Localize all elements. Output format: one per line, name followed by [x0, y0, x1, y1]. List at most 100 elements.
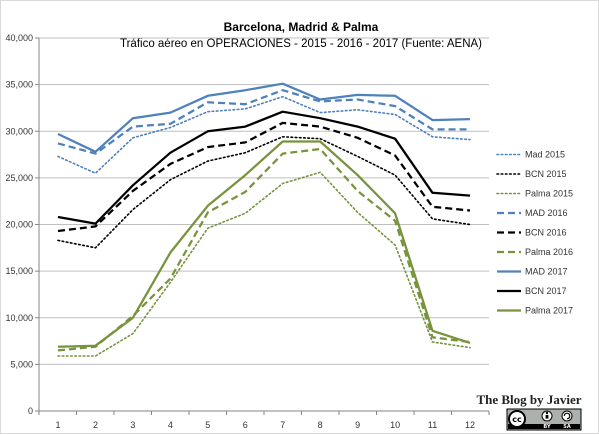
data-point — [393, 154, 396, 157]
data-point — [56, 215, 59, 218]
grid-lines — [39, 37, 489, 365]
data-point — [244, 173, 247, 176]
x-tick-label: 2 — [93, 420, 98, 430]
data-point — [431, 118, 434, 121]
data-point — [393, 113, 396, 116]
data-point — [281, 182, 284, 185]
data-point — [356, 173, 359, 176]
x-tick-label: 1 — [55, 420, 60, 430]
data-point — [244, 103, 247, 106]
data-point — [468, 341, 471, 344]
data-point — [281, 110, 284, 113]
data-point — [244, 89, 247, 92]
data-point — [94, 150, 97, 153]
data-point — [206, 101, 209, 104]
series-line-palma-2017 — [57, 140, 471, 348]
x-tick-label: 6 — [243, 420, 248, 430]
data-point — [206, 130, 209, 133]
data-point — [319, 171, 322, 174]
y-tick-label: 10,000 — [5, 313, 33, 323]
data-point — [319, 140, 322, 143]
data-point — [468, 138, 471, 141]
data-point — [356, 125, 359, 128]
legend: Mad 2015 BCN 2015 Palma 2015 MAD 2016 BCN 20… — [496, 150, 573, 316]
x-tick-label: 10 — [390, 420, 400, 430]
data-point — [169, 126, 172, 129]
data-point — [206, 110, 209, 113]
data-point — [56, 132, 59, 135]
legend-label: Palma 2016 — [525, 247, 573, 257]
axes: 0 5,000 10,000 15,000 20,000 25,000 30,000 35,0… — [5, 33, 490, 430]
data-point — [431, 191, 434, 194]
creative-commons-badge: cc BY SA — [506, 408, 582, 431]
data-point — [431, 340, 434, 343]
series-line-mad-2016 — [57, 89, 470, 155]
share-alike-icon — [561, 410, 573, 422]
series-line-mad-2017 — [57, 82, 471, 153]
series-line-bcn-2017 — [57, 110, 471, 225]
data-point — [281, 89, 284, 92]
data-point — [319, 147, 322, 150]
x-tick-label: 8 — [318, 420, 323, 430]
chart-subtitle: Tráfico aéreo en OPERACIONES - 2015 - 20… — [120, 38, 482, 50]
data-point — [94, 225, 97, 228]
data-point — [356, 155, 359, 158]
data-point — [356, 98, 359, 101]
legend-label: Palma 2015 — [525, 189, 573, 199]
data-point — [131, 316, 134, 319]
data-point — [356, 189, 359, 192]
x-tick-label: 12 — [465, 420, 475, 430]
data-point — [206, 204, 209, 207]
data-point — [319, 98, 322, 101]
x-tick-label: 5 — [205, 420, 210, 430]
by-label: BY — [543, 424, 551, 430]
data-point — [393, 104, 396, 107]
data-point — [468, 118, 471, 121]
attribution-icon-head — [545, 411, 549, 415]
data-point — [94, 354, 97, 357]
legend-label: Mad 2015 — [525, 150, 565, 160]
data-point — [131, 208, 134, 211]
data-point — [468, 223, 471, 226]
data-point — [468, 346, 471, 349]
data-point — [94, 344, 97, 347]
y-tick-label: 30,000 — [5, 126, 33, 136]
blog-name: The Blog by Javier — [476, 392, 581, 407]
x-tick-label: 3 — [130, 420, 135, 430]
data-point — [94, 222, 97, 225]
y-tick-label: 25,000 — [5, 173, 33, 183]
data-point — [393, 94, 396, 97]
legend-label: MAD 2016 — [525, 208, 568, 218]
sa-label: SA — [563, 424, 571, 430]
data-point — [244, 107, 247, 110]
share-alike-arc — [563, 412, 571, 420]
data-point — [169, 111, 172, 114]
y-tick-label: 35,000 — [5, 80, 33, 90]
data-point — [431, 135, 434, 138]
data-point — [431, 128, 434, 131]
data-point — [356, 93, 359, 96]
data-point — [131, 117, 134, 120]
series-line-bcn-2016 — [57, 121, 471, 233]
series-line-mad-2015 — [57, 95, 471, 174]
y-tick-label: 0 — [28, 406, 33, 416]
data-point — [281, 82, 284, 85]
legend-label: MAD 2017 — [525, 267, 568, 277]
data-point — [131, 184, 134, 187]
data-point — [56, 354, 59, 357]
data-point — [431, 336, 434, 339]
data-point — [244, 141, 247, 144]
data-point — [468, 209, 471, 212]
series-line-palma-2015 — [57, 171, 471, 357]
data-point — [281, 121, 284, 124]
x-tick-label: 7 — [280, 420, 285, 430]
x-tick-label: 11 — [428, 420, 437, 430]
data-point — [169, 151, 172, 154]
data-point — [169, 162, 172, 165]
y-tick-label: 5,000 — [10, 359, 33, 369]
data-point — [244, 190, 247, 193]
data-point — [169, 178, 172, 181]
data-point — [281, 140, 284, 143]
data-point — [206, 94, 209, 97]
